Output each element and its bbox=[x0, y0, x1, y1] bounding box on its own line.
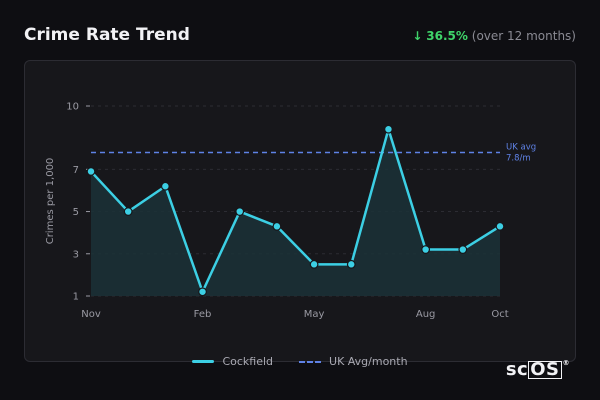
data-point bbox=[86, 167, 96, 176]
x-tick-label: Feb bbox=[194, 309, 212, 320]
data-point bbox=[235, 207, 245, 216]
x-tick-label: Nov bbox=[81, 309, 101, 320]
y-tick-label: 10 bbox=[66, 102, 79, 113]
x-tick-label: Aug bbox=[416, 309, 436, 320]
chart-legend: Cockfield UK Avg/month bbox=[0, 355, 600, 368]
data-point bbox=[309, 259, 319, 269]
legend-item-cockfield[interactable]: Cockfield bbox=[192, 355, 273, 368]
x-tick-label: Oct bbox=[491, 309, 508, 320]
data-point bbox=[160, 181, 170, 191]
reference-label-name: UK avg bbox=[506, 142, 536, 152]
legend-label-uk-avg: UK Avg/month bbox=[329, 355, 408, 368]
legend-swatch-uk-avg bbox=[299, 360, 322, 363]
legend-label-cockfield: Cockfield bbox=[222, 355, 274, 368]
data-point bbox=[346, 259, 356, 269]
y-tick-label: 1 bbox=[73, 292, 79, 303]
data-point bbox=[272, 221, 282, 231]
y-tick-label: 3 bbox=[73, 249, 79, 260]
x-tick-label: May bbox=[304, 309, 325, 320]
data-point bbox=[123, 207, 133, 216]
data-point bbox=[495, 221, 505, 231]
data-point bbox=[458, 245, 468, 254]
down-arrow-icon: ↓ bbox=[412, 29, 423, 43]
series-line-cockfield bbox=[90, 127, 501, 294]
brand-reg: ® bbox=[562, 359, 570, 367]
y-tick-label: 7 bbox=[73, 165, 79, 176]
legend-item-uk-avg[interactable]: UK Avg/month bbox=[299, 355, 408, 368]
y-tick-label: 5 bbox=[73, 207, 79, 218]
brand-prefix: sc bbox=[505, 359, 529, 380]
legend-swatch-cockfield bbox=[192, 360, 215, 363]
series-area-cockfield bbox=[91, 129, 500, 296]
change-indicator: ↓ 36.5% (over 12 months) bbox=[412, 29, 576, 43]
change-period: (over 12 months) bbox=[471, 29, 576, 43]
reference-label-value: 7.8/m bbox=[506, 153, 531, 163]
brand-boxed: OS bbox=[528, 359, 562, 380]
data-point bbox=[421, 245, 431, 254]
brand-logo: sc OS ® bbox=[506, 359, 570, 380]
y-axis-label: Crimes per 1,000 bbox=[45, 158, 56, 245]
change-percent: 36.5% bbox=[426, 29, 468, 43]
data-point bbox=[198, 287, 207, 297]
chart-title: Crime Rate Trend bbox=[24, 25, 190, 45]
data-point bbox=[384, 124, 393, 134]
